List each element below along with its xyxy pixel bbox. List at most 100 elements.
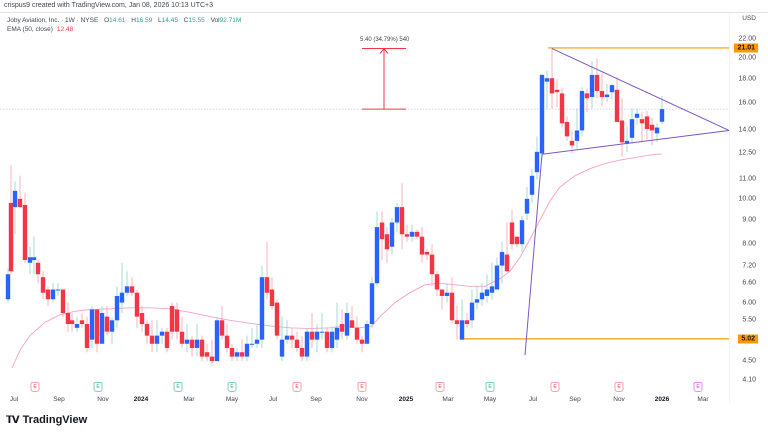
y-tick: 6.00: [742, 299, 756, 307]
candle-body: [599, 90, 605, 98]
candle-body: [444, 292, 450, 296]
candle-body: [35, 262, 41, 275]
candle-body: [244, 343, 250, 357]
candle-body: [544, 78, 550, 82]
candle-body: [374, 227, 380, 284]
candle-body: [139, 313, 145, 325]
candle-body: [379, 222, 385, 240]
candle-body: [194, 339, 200, 348]
candle-body: [364, 324, 370, 344]
candle-body: [519, 220, 525, 245]
candle-body: [74, 324, 80, 328]
x-tick: Jul: [528, 396, 538, 403]
candle-body: [159, 331, 165, 336]
x-tick: 2024: [133, 396, 149, 403]
candle-body: [649, 124, 655, 131]
candle-body: [199, 339, 205, 357]
x-tick: May: [483, 396, 497, 403]
price-axis-divider: [729, 13, 730, 404]
y-tick: 8.00: [742, 240, 756, 248]
candle-body: [334, 327, 340, 340]
candle-body: [429, 254, 435, 275]
candle-body: [174, 309, 180, 332]
candle-body: [79, 320, 85, 325]
candle-body: [394, 207, 400, 223]
earnings-icon[interactable]: E: [227, 382, 237, 392]
candle-body: [304, 331, 310, 357]
candle-body: [344, 313, 350, 336]
candle-body: [404, 234, 410, 237]
candle-body: [589, 74, 595, 98]
candle-body: [134, 292, 140, 317]
candle-body: [624, 140, 630, 144]
candle-body: [99, 313, 105, 344]
earnings-icon[interactable]: E: [550, 382, 560, 392]
candle-body: [8, 202, 14, 272]
candle-body: [12, 190, 18, 208]
ema-line: [11, 153, 663, 369]
symbol-row[interactable]: Joby Aviation, Inc. · 1W · NYSE O14.61 H…: [7, 16, 241, 25]
candle-body: [234, 352, 240, 357]
candle-body: [414, 231, 420, 237]
hline-price-badge: 21.01: [734, 43, 758, 53]
candle-body: [269, 289, 275, 307]
candle-body: [529, 175, 535, 195]
x-tick: 2025: [398, 396, 414, 403]
candle-body: [209, 356, 215, 362]
candle-body: [359, 339, 365, 344]
candle-body: [454, 320, 460, 325]
candle-body: [574, 130, 580, 141]
y-tick: 12.50: [738, 149, 756, 157]
candle-body: [369, 283, 375, 325]
y-tick: 5.50: [742, 316, 756, 324]
x-tick: Jul: [9, 396, 19, 403]
candle-body: [154, 335, 160, 344]
earnings-icon[interactable]: E: [614, 382, 624, 392]
candle-body: [324, 331, 330, 348]
candle-body: [474, 299, 480, 303]
chart-legend: Joby Aviation, Inc. · 1W · NYSE O14.61 H…: [7, 16, 241, 34]
x-tick: 2026: [654, 396, 670, 403]
candle-body: [484, 289, 490, 296]
earnings-icon[interactable]: E: [93, 382, 103, 392]
candle-body: [149, 335, 155, 344]
candle-body: [629, 119, 635, 138]
candle-body: [524, 198, 530, 214]
candle-body: [169, 306, 175, 332]
candle-body: [459, 320, 465, 340]
candle-body: [119, 292, 125, 303]
open-value: 14.61: [109, 17, 126, 24]
candle-body: [144, 324, 150, 336]
chart-credit: crispus9 created with TradingView.com, J…: [4, 2, 214, 9]
candle-body: [449, 292, 455, 321]
earnings-icon[interactable]: E: [292, 382, 302, 392]
currency-label[interactable]: USD: [742, 15, 756, 22]
candle-body: [184, 339, 190, 344]
candle-body: [104, 316, 110, 332]
y-tick: 4.50: [742, 357, 756, 365]
candle-body: [464, 320, 470, 325]
earnings-icon[interactable]: E: [173, 382, 183, 392]
candle-body: [94, 309, 100, 344]
x-tick: Mar: [442, 396, 454, 403]
candle-body: [319, 331, 325, 333]
candle-body: [619, 120, 625, 143]
x-tick: Sep: [53, 396, 65, 403]
candle-body: [60, 289, 66, 314]
earnings-icon[interactable]: E: [30, 382, 40, 392]
flagpole-line: [524, 154, 543, 356]
candle-body: [164, 331, 170, 348]
y-tick: 7.20: [742, 262, 756, 270]
earnings-icon[interactable]: E: [485, 382, 495, 392]
upcoming-earnings-icon[interactable]: E: [693, 382, 703, 392]
y-tick: 10.00: [738, 195, 756, 203]
candle-body: [239, 352, 245, 357]
candle-body: [494, 265, 500, 290]
ema-row[interactable]: EMA (50, close) 12.48: [7, 25, 241, 34]
candle-body: [254, 339, 260, 344]
earnings-icon[interactable]: E: [357, 382, 367, 392]
earnings-icon[interactable]: E: [435, 382, 445, 392]
low-label: L: [158, 17, 162, 24]
x-tick: May: [225, 396, 239, 403]
